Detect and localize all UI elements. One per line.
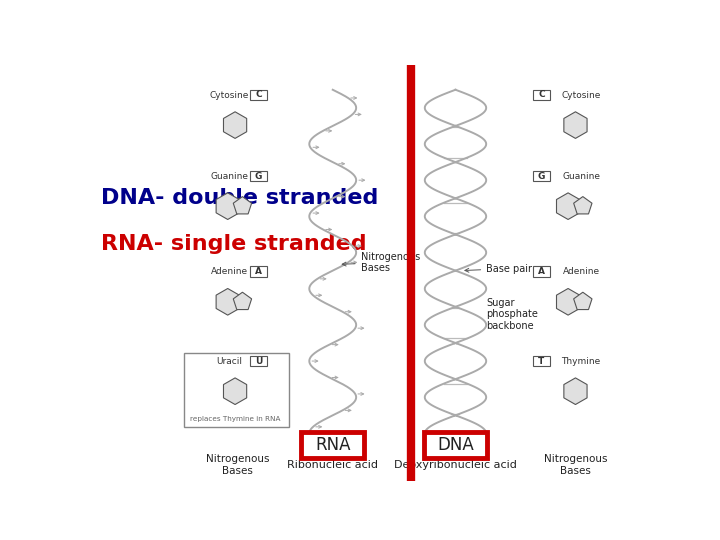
FancyBboxPatch shape	[533, 90, 550, 100]
Polygon shape	[216, 193, 239, 219]
Text: Adenine: Adenine	[211, 267, 248, 276]
Text: Sugar
phosphate
backbone: Sugar phosphate backbone	[486, 298, 538, 331]
Text: G: G	[538, 172, 545, 180]
Text: Base pair: Base pair	[465, 264, 532, 274]
Polygon shape	[574, 197, 592, 214]
Polygon shape	[233, 292, 251, 309]
Polygon shape	[557, 193, 580, 219]
Text: Nitrogenous
Bases: Nitrogenous Bases	[544, 454, 607, 476]
Text: C: C	[255, 90, 262, 99]
Text: Thymine: Thymine	[562, 357, 600, 366]
FancyBboxPatch shape	[424, 433, 487, 458]
Text: Guanine: Guanine	[562, 172, 600, 181]
Text: DNA- double stranded: DNA- double stranded	[101, 188, 379, 208]
Text: A: A	[538, 267, 545, 276]
FancyBboxPatch shape	[533, 171, 550, 181]
FancyBboxPatch shape	[250, 266, 267, 277]
Text: Deoxyribonucleic acid: Deoxyribonucleic acid	[394, 460, 517, 470]
Polygon shape	[557, 288, 580, 315]
FancyBboxPatch shape	[184, 353, 289, 427]
Text: U: U	[255, 356, 262, 366]
Polygon shape	[223, 378, 247, 404]
Text: Cytosine: Cytosine	[562, 91, 600, 100]
Text: C: C	[538, 90, 545, 99]
FancyBboxPatch shape	[302, 433, 364, 458]
FancyBboxPatch shape	[250, 356, 267, 366]
Text: RNA- single stranded: RNA- single stranded	[101, 234, 366, 254]
Text: G: G	[255, 172, 262, 180]
Text: RNA: RNA	[315, 436, 351, 454]
Polygon shape	[233, 197, 251, 214]
Text: Cytosine: Cytosine	[210, 91, 249, 100]
Polygon shape	[564, 112, 587, 138]
Text: T: T	[539, 356, 544, 366]
Text: Nitrogenous
Bases: Nitrogenous Bases	[206, 454, 269, 476]
Text: A: A	[255, 267, 262, 276]
FancyBboxPatch shape	[533, 266, 550, 277]
FancyBboxPatch shape	[250, 90, 267, 100]
Text: Ribonucleic acid: Ribonucleic acid	[287, 460, 378, 470]
FancyBboxPatch shape	[533, 356, 550, 366]
Polygon shape	[574, 292, 592, 309]
Polygon shape	[564, 378, 587, 404]
Text: DNA: DNA	[437, 436, 474, 454]
FancyBboxPatch shape	[250, 171, 267, 181]
Text: Adenine: Adenine	[562, 267, 600, 276]
Polygon shape	[216, 288, 239, 315]
Text: Uracil: Uracil	[217, 357, 243, 366]
Text: replaces Thymine in RNA: replaces Thymine in RNA	[190, 416, 280, 422]
Text: Nitrogenous
Bases: Nitrogenous Bases	[342, 252, 420, 273]
Text: Guanine: Guanine	[210, 172, 248, 181]
Polygon shape	[223, 112, 247, 138]
